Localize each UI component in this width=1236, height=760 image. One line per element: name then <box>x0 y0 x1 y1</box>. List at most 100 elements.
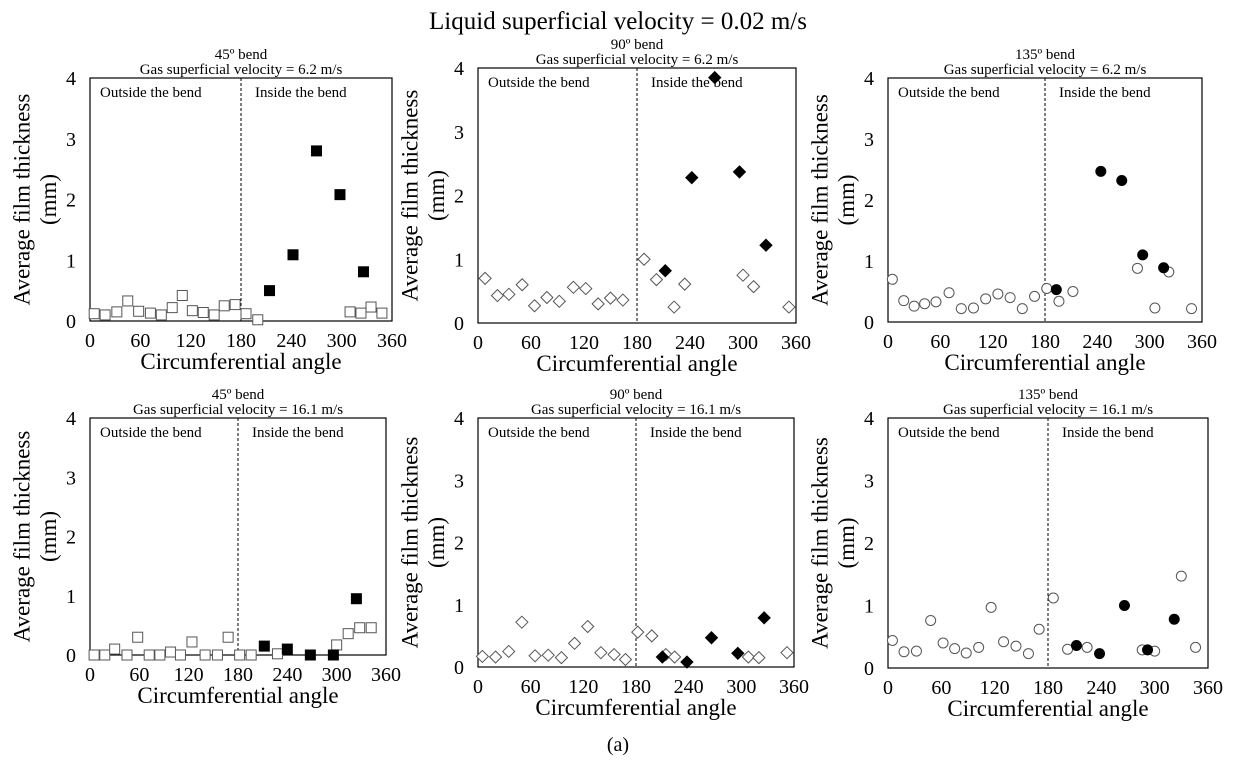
data-point-open <box>355 307 367 319</box>
data-point-solid <box>704 631 719 645</box>
data-point-open <box>174 649 186 661</box>
data-point-open <box>566 280 581 295</box>
data-point-open <box>898 295 910 307</box>
data-point-open <box>1033 623 1045 635</box>
data-point-open <box>133 305 145 317</box>
data-point-open <box>985 601 997 613</box>
x-tick-label: 360 <box>781 332 811 354</box>
data-point-open <box>342 628 354 640</box>
data-point-open <box>109 643 121 655</box>
region-label-inside: Inside the bend <box>1062 425 1154 441</box>
x-tick-label: 0 <box>473 676 483 698</box>
data-point-open <box>998 636 1010 648</box>
data-point-open <box>1186 303 1198 315</box>
y-tick-label: 1 <box>66 250 76 272</box>
chart-subtitle: Gas superficial velocity = 16.1 m/s <box>133 402 343 418</box>
data-point-solid <box>708 70 722 85</box>
region-label-inside: Inside the bend <box>651 75 743 91</box>
data-point-solid <box>311 145 322 157</box>
x-tick-label: 120 <box>569 332 599 354</box>
region-label-inside: Inside the bend <box>650 425 742 441</box>
data-point-solid <box>1070 640 1082 651</box>
data-point-open <box>143 649 155 661</box>
data-point-open <box>344 306 356 318</box>
data-point-open <box>240 308 252 320</box>
data-point-solid <box>1095 165 1107 177</box>
data-point-solid <box>281 643 293 655</box>
y-tick-label: 4 <box>864 68 874 90</box>
y-axis-label: Average film thickness(mm) <box>808 94 859 306</box>
data-point-open <box>980 293 992 305</box>
y-tick-label: 1 <box>454 249 464 271</box>
y-tick-label: 4 <box>864 408 874 430</box>
y-tick-label: 0 <box>454 313 464 335</box>
region-label-inside: Inside the bend <box>252 425 344 441</box>
data-point-solid <box>258 640 270 652</box>
data-point-open <box>886 273 898 285</box>
chart-subtitle: Gas superficial velocity = 6.2 m/s <box>140 62 343 78</box>
x-tick-label: 360 <box>779 676 809 698</box>
data-point-solid <box>1118 600 1130 611</box>
x-tick-label: 180 <box>622 332 652 354</box>
data-point-open <box>218 300 230 312</box>
data-point-open <box>741 650 756 664</box>
data-point-open <box>121 649 133 661</box>
data-point-open <box>502 644 516 659</box>
data-point-open <box>155 309 167 321</box>
data-point-solid <box>680 655 694 669</box>
data-point-open <box>967 302 979 314</box>
y-axis-label: Average film thickness(mm) <box>398 90 449 302</box>
data-point-open <box>919 298 931 310</box>
data-point-solid <box>1094 648 1106 660</box>
data-point-solid <box>658 264 672 278</box>
y-tick-label: 0 <box>864 312 874 334</box>
y-tick-label: 2 <box>454 186 464 208</box>
x-tick-label: 180 <box>1030 331 1060 353</box>
data-point-open <box>88 649 100 661</box>
data-point-solid <box>1158 262 1170 274</box>
data-point-open <box>667 300 681 314</box>
region-label-inside: Inside the bend <box>255 85 347 101</box>
data-point-open <box>354 622 366 634</box>
data-point-open <box>552 294 566 309</box>
y-tick-label: 2 <box>66 527 76 549</box>
data-point-solid <box>655 650 670 664</box>
data-point-open <box>1149 302 1161 314</box>
data-point-open <box>122 295 134 307</box>
data-point-open <box>579 281 593 296</box>
data-point-solid <box>357 266 369 278</box>
data-point-open <box>365 622 377 634</box>
data-point-open <box>252 314 264 326</box>
y-tick-label: 1 <box>66 586 76 608</box>
x-tick-label: 0 <box>883 677 893 699</box>
y-tick-label: 4 <box>66 408 76 430</box>
data-point-open <box>176 289 188 301</box>
data-point-open <box>667 650 682 664</box>
data-point-open <box>567 636 582 651</box>
data-point-open <box>594 645 608 660</box>
x-tick-label: 120 <box>978 331 1008 353</box>
data-point-open <box>603 291 618 305</box>
x-tick-label: 240 <box>674 676 704 698</box>
x-tick-label: 300 <box>322 664 352 686</box>
data-point-solid <box>1137 249 1149 261</box>
data-point-solid <box>759 238 773 252</box>
data-point-open <box>478 271 492 286</box>
x-tick-label: 360 <box>1193 677 1223 699</box>
data-point-solid <box>304 649 316 661</box>
data-point-solid <box>327 649 339 661</box>
data-point-open <box>607 647 621 662</box>
data-point-open <box>943 287 955 299</box>
x-tick-label: 240 <box>675 332 705 354</box>
data-point-open <box>271 648 283 660</box>
data-point-open <box>475 649 490 664</box>
x-tick-label: 60 <box>930 331 950 353</box>
x-tick-label: 180 <box>1033 677 1063 699</box>
data-point-solid <box>350 593 362 605</box>
data-point-open <box>99 309 111 321</box>
x-axis-label: Circumferential angle <box>536 351 737 376</box>
x-tick-label: 120 <box>980 677 1010 699</box>
